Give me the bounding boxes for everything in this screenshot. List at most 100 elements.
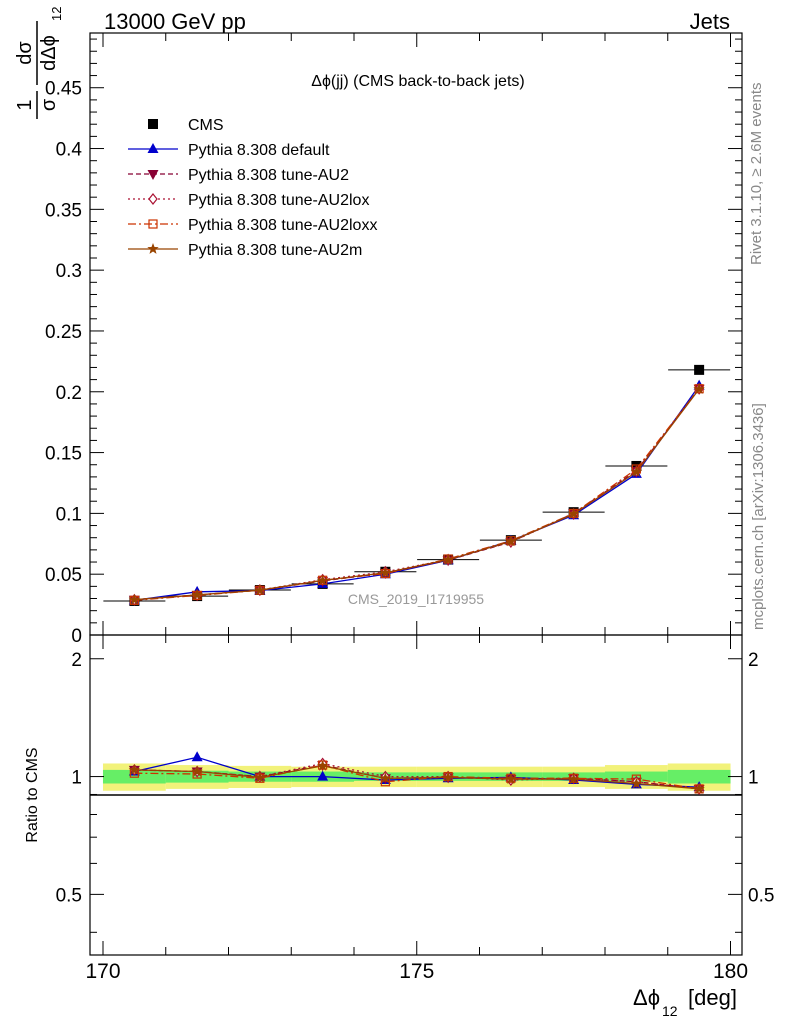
main-y-tick-label: 0.05 — [45, 565, 82, 586]
ratio-point — [693, 782, 705, 794]
legend-label: Pythia 8.308 default — [188, 142, 330, 159]
ratio-plot-frame — [89, 634, 743, 956]
ratio-point — [191, 751, 203, 762]
legend-item: Pythia 8.308 default — [128, 142, 330, 159]
series-4 — [129, 384, 704, 605]
legend-marker — [148, 119, 158, 129]
ratio-y-axis-label: Ratio to CMS — [24, 747, 41, 842]
series-1 — [128, 379, 705, 605]
ratio-point — [191, 765, 203, 777]
mc-point — [567, 508, 580, 519]
band-green-segment — [667, 769, 731, 784]
ratio-x-axis — [102, 635, 731, 955]
ratio-y-tick-label-right: 0.5 — [748, 885, 774, 906]
series-line — [134, 388, 700, 601]
legend-label: Pythia 8.308 tune-AU2loxx — [188, 217, 377, 234]
main-plot-title: Δϕ(jj) (CMS back-to-back jets) — [311, 73, 524, 90]
ratio-y-tick-label-right: 1 — [748, 768, 759, 789]
main-y-tick-label: 0.1 — [56, 504, 82, 525]
legend-item: Pythia 8.308 tune-AU2loxx — [128, 217, 377, 234]
main-y-tick-label: 0.2 — [56, 383, 82, 404]
main-y-axis: 0 0.05 0.1 0.15 0.2 0.25 0.3 0.35 0.4 0.45 — [45, 38, 742, 647]
ratio-point — [128, 763, 141, 775]
main-y-tick-label: 0.4 — [56, 140, 83, 161]
legend-marker — [147, 143, 159, 153]
mc-point — [254, 584, 266, 596]
mc-point — [630, 466, 643, 477]
series-0 — [103, 364, 731, 606]
legend: CMS Pythia 8.308 default Pythia 8.308 tune… — [128, 117, 377, 259]
analysis-id-label: CMS_2019_I1719955 — [348, 591, 484, 607]
ratio-plot-panel: 0.5 0.5 1 1 2 2 Ratio to CMS — [24, 634, 774, 956]
svg-text:1: 1 — [14, 99, 36, 110]
legend-item: CMS — [148, 117, 224, 134]
main-series-group — [103, 364, 731, 606]
header-jets-label: Jets — [690, 9, 730, 34]
ratio-y-tick-label: 0.5 — [56, 885, 82, 906]
ratio-y-tick-label: 2 — [71, 650, 82, 671]
ratio-point — [567, 773, 580, 784]
legend-marker — [147, 170, 159, 180]
legend-label: CMS — [188, 117, 224, 134]
ratio-point — [317, 770, 329, 781]
main-x-axis — [102, 33, 731, 635]
series-2 — [128, 384, 705, 606]
ratio-point — [630, 777, 643, 789]
svg-text:[deg: [deg — [30, 0, 52, 1]
rivet-version-label: Rivet 3.1.10, ≥ 2.6M events — [748, 83, 765, 266]
series-line — [134, 385, 700, 601]
ratio-line — [134, 765, 700, 790]
mcplots-label: mcplots.cern.ch [arXiv:1306.3436] — [750, 403, 767, 630]
mc-point — [693, 383, 705, 394]
series-line — [134, 388, 700, 601]
svg-text:12: 12 — [662, 1003, 678, 1019]
mc-point — [316, 574, 329, 586]
x-tick-label: 175 — [399, 960, 434, 983]
x-tick-label: 180 — [713, 960, 748, 983]
legend-item: Pythia 8.308 tune-AU2 — [128, 167, 349, 184]
header-energy-label: 13000 GeV pp — [104, 9, 246, 34]
legend-label: Pythia 8.308 tune-AU2 — [188, 167, 349, 184]
svg-text:dσ: dσ — [14, 41, 36, 65]
ratio-point — [505, 773, 517, 784]
main-y-tick-label: 0.3 — [56, 261, 82, 282]
ratio-point — [254, 771, 266, 783]
series-line — [134, 388, 700, 601]
legend-item: Pythia 8.308 tune-AU2lox — [128, 192, 369, 209]
series-3 — [129, 382, 704, 606]
svg-text:[deg]: [deg] — [688, 985, 737, 1010]
ratio-y-tick-label: 1 — [71, 768, 82, 789]
svg-text:dΔϕ: dΔϕ — [38, 35, 60, 71]
legend-marker — [148, 193, 158, 205]
main-y-tick-label: 0.15 — [45, 444, 82, 465]
svg-text:σ: σ — [38, 98, 60, 111]
main-y-tick-label: 0.45 — [45, 79, 82, 100]
svg-text:12: 12 — [49, 7, 64, 21]
main-y-tick-label: 0.35 — [45, 200, 82, 221]
ratio-point — [379, 772, 392, 784]
main-y-tick-label: 0.25 — [45, 322, 82, 343]
legend-marker — [148, 219, 158, 229]
ratio-series-4 — [128, 759, 705, 794]
ratio-line — [134, 756, 700, 788]
legend-label: Pythia 8.308 tune-AU2lox — [188, 192, 369, 209]
x-tick-label: 170 — [85, 960, 120, 983]
main-plot-panel: 0 0.05 0.1 0.15 0.2 0.25 0.3 0.35 0.4 0.45 Δϕ(jj)… — [14, 0, 743, 647]
mc-point — [128, 593, 141, 605]
svg-text:Δϕ: Δϕ — [633, 985, 660, 1010]
series-5 — [128, 383, 705, 605]
main-y-tick-label: 0 — [71, 626, 82, 647]
legend-label: Pythia 8.308 tune-AU2m — [188, 242, 362, 259]
ratio-line — [134, 762, 700, 790]
cms-data-point — [694, 364, 705, 375]
main-y-axis-label: 1 σ dσ dΔϕ 12 [deg -1 ] — [14, 0, 64, 119]
mc-point — [191, 588, 203, 600]
ratio-point — [442, 771, 454, 783]
ratio-y-tick-label-right: 2 — [748, 650, 759, 671]
mc-point — [379, 566, 392, 578]
ratio-series-group — [128, 751, 705, 795]
mc-point — [442, 553, 454, 565]
ratio-point — [316, 759, 329, 771]
legend-marker — [147, 243, 159, 254]
